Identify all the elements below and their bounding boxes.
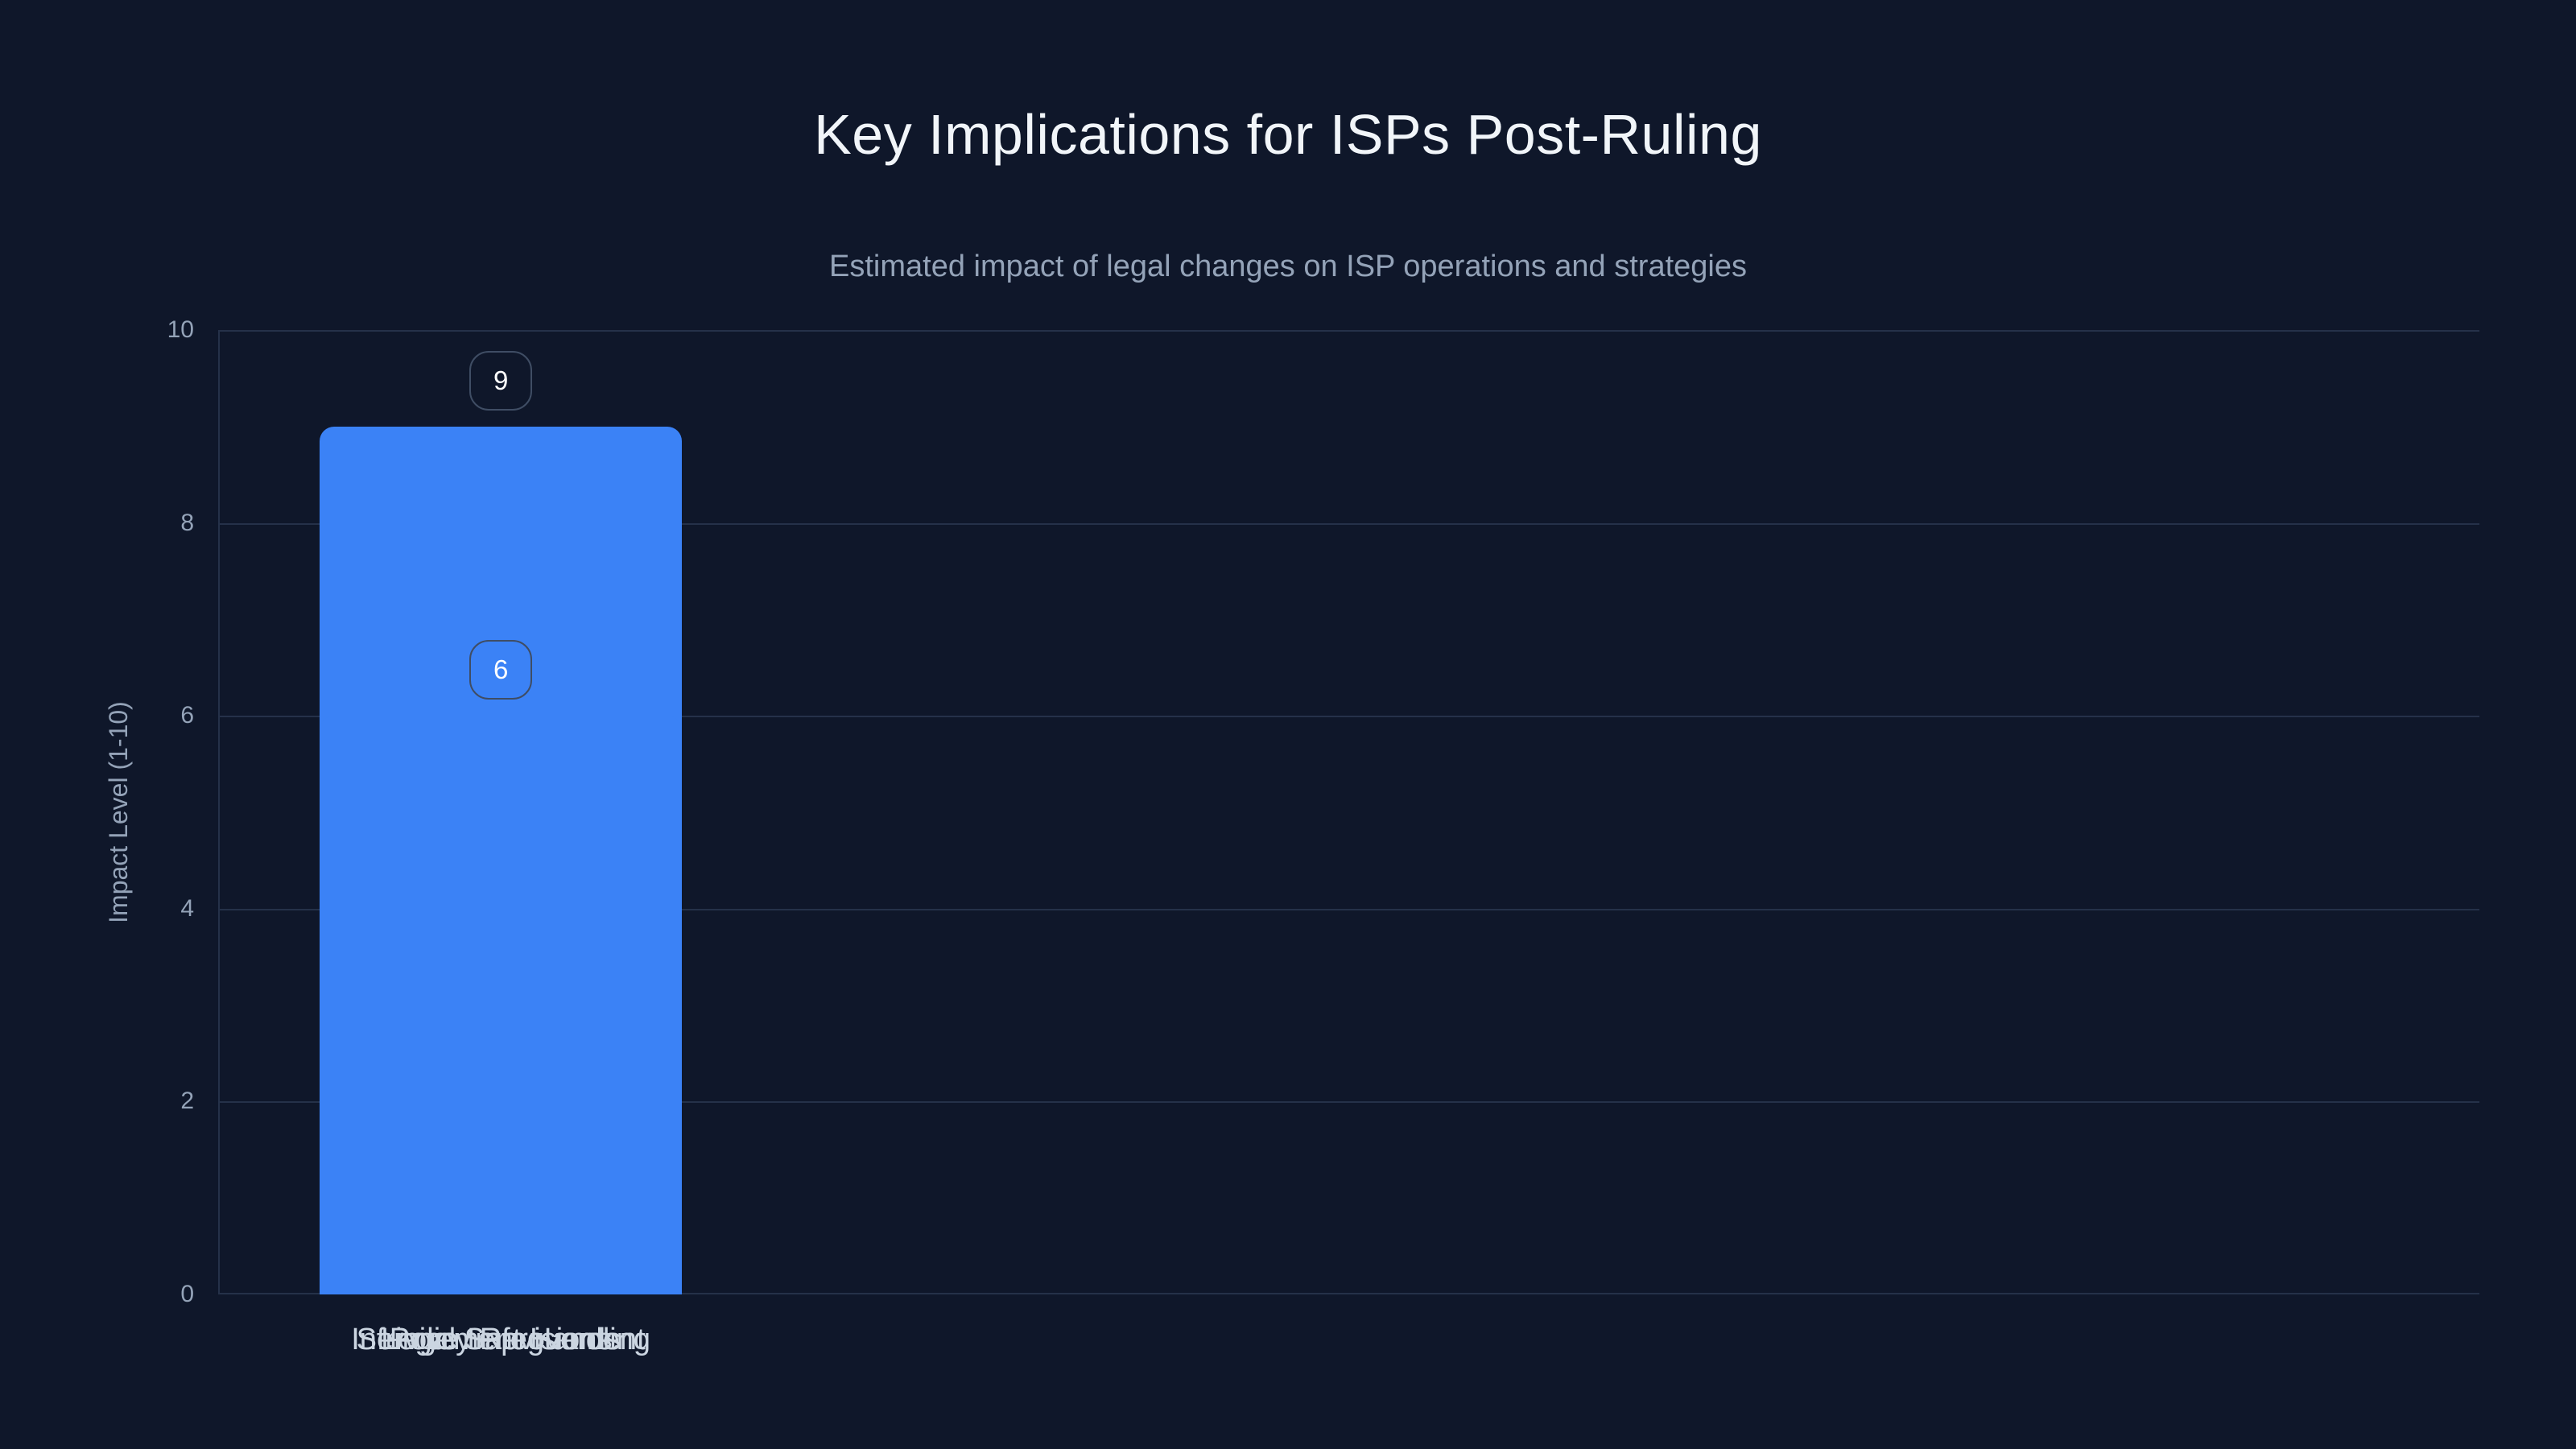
- chart-subtitle: Estimated impact of legal changes on ISP…: [829, 250, 1747, 283]
- x-axis-line: [218, 1293, 2479, 1294]
- gridline: [218, 522, 2479, 525]
- y-tick-label: 4: [180, 894, 194, 922]
- y-tick-label: 8: [180, 509, 194, 536]
- x-tick-label: Infringement Handling: [351, 1323, 651, 1356]
- chart-title: Key Implications for ISPs Post-Ruling: [814, 103, 1762, 166]
- x-tick-label: Policy Revisions: [389, 1323, 613, 1356]
- x-tick-label: Legal Safeguards: [381, 1323, 621, 1356]
- bar-service-improvement: [320, 716, 683, 1294]
- gridline: [218, 716, 2479, 718]
- x-tick-label: Service Improvement: [356, 1323, 646, 1356]
- gridline: [218, 1101, 2479, 1104]
- y-tick-label: 0: [180, 1281, 194, 1307]
- plot-area: Impact Level (1-10) 10 8 6 4 2 0 7 Polic…: [104, 318, 2479, 1356]
- value-label: 9: [469, 350, 533, 411]
- gridline: [218, 908, 2479, 910]
- value-label: 6: [469, 640, 533, 700]
- bar-group: 6 Service Improvement: [218, 330, 783, 1356]
- y-tick-label: 2: [180, 1088, 194, 1115]
- y-tick-label: 10: [167, 316, 194, 343]
- y-tick-label: 6: [180, 702, 194, 729]
- y-axis-line: [218, 330, 220, 1294]
- y-axis-title: Impact Level (1-10): [104, 701, 133, 923]
- gridline: [218, 330, 2479, 332]
